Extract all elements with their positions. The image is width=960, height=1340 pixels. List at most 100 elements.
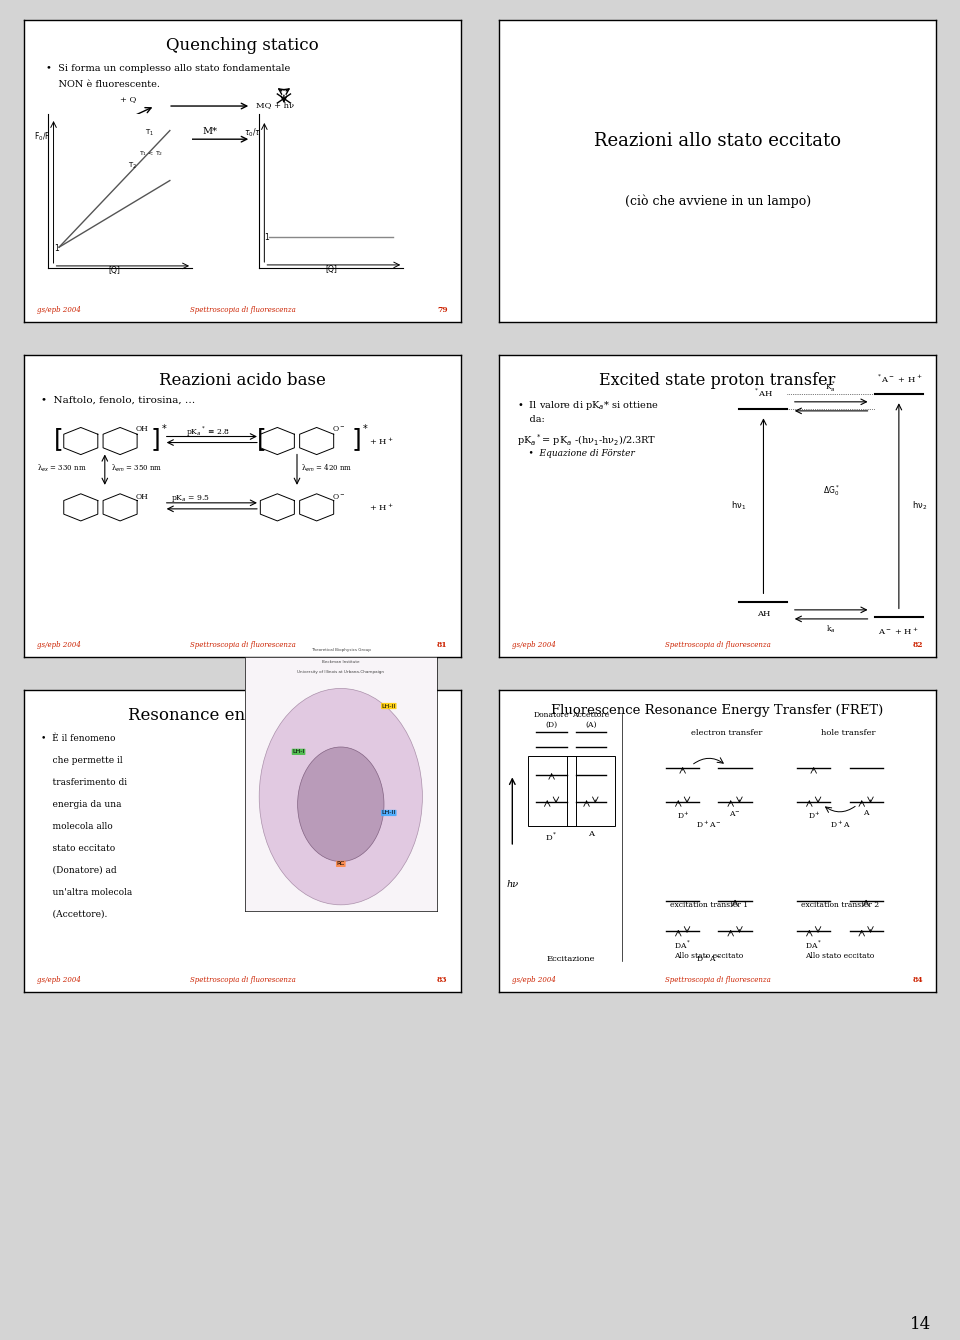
Text: Spettroscopia di fluorescenza: Spettroscopia di fluorescenza [189, 306, 296, 314]
Text: NON è fluorescente.: NON è fluorescente. [46, 80, 159, 90]
Text: (ciò che avviene in un lampo): (ciò che avviene in un lampo) [625, 194, 810, 208]
Text: D$^+$A$^-$: D$^+$A$^-$ [696, 819, 722, 829]
Text: trasferimento di: trasferimento di [41, 777, 128, 787]
Text: gs/epb 2004: gs/epb 2004 [37, 641, 81, 649]
Text: + hν: + hν [116, 141, 135, 149]
Text: stato eccitato: stato eccitato [41, 844, 116, 852]
Text: pK$_a$$^*$ ≡ 2.8: pK$_a$$^*$ ≡ 2.8 [185, 425, 229, 440]
Text: + H$^+$: + H$^+$ [369, 501, 394, 513]
Text: Beckman Institute: Beckman Institute [322, 661, 360, 665]
Text: LH-II: LH-II [382, 704, 396, 709]
Text: *: * [161, 423, 166, 434]
Text: T$_1$ < T$_2$: T$_1$ < T$_2$ [139, 150, 163, 158]
Text: D$^{+}$: D$^{+}$ [807, 809, 820, 821]
Text: che permette il: che permette il [41, 756, 123, 765]
Text: A: A [588, 831, 594, 839]
Text: ]: ] [150, 427, 160, 452]
Text: Reazioni acido base: Reazioni acido base [159, 371, 325, 389]
Text: $\tau_0/\tau$: $\tau_0/\tau$ [244, 126, 261, 139]
Text: A$^{-}$: A$^{-}$ [730, 809, 741, 819]
Text: Resonance energy transfer: Resonance energy transfer [129, 706, 356, 724]
Text: hν$_2$: hν$_2$ [912, 500, 927, 512]
Text: hole transfer: hole transfer [822, 729, 876, 737]
Text: OH: OH [135, 425, 148, 433]
Text: ΔG$_0^*$: ΔG$_0^*$ [823, 484, 840, 498]
Text: electron transfer: electron transfer [690, 729, 762, 737]
Ellipse shape [298, 746, 384, 862]
Text: DA$^*$: DA$^*$ [805, 939, 823, 951]
Text: un'altra molecola: un'altra molecola [41, 888, 132, 896]
Text: 81: 81 [437, 641, 447, 649]
Text: [Q]: [Q] [108, 265, 120, 275]
Text: + Q: + Q [120, 95, 136, 103]
Text: D$^+$A: D$^+$A [829, 819, 851, 829]
Text: 83: 83 [437, 976, 447, 984]
Text: •  Equazione di Förster: • Equazione di Förster [516, 449, 635, 457]
Text: λ$_{em}$ = 350 nm: λ$_{em}$ = 350 nm [111, 462, 163, 474]
Text: Spettroscopia di fluorescenza: Spettroscopia di fluorescenza [189, 976, 296, 984]
Text: University of Illinois at Urbana-Champaign: University of Illinois at Urbana-Champai… [298, 670, 384, 674]
Text: O$^-$: O$^-$ [332, 492, 346, 501]
Text: Quenching statico: Quenching statico [166, 36, 319, 54]
Text: k$_a$: k$_a$ [827, 623, 836, 635]
Text: Reazioni allo stato eccitato: Reazioni allo stato eccitato [594, 131, 841, 150]
Text: 1: 1 [55, 244, 60, 252]
Text: T$_1$: T$_1$ [146, 127, 155, 138]
Text: DA$^*$: DA$^*$ [674, 939, 691, 951]
Text: Excited state proton transfer: Excited state proton transfer [599, 371, 836, 389]
Text: M: M [106, 119, 116, 129]
Text: •  È il fenomeno: • È il fenomeno [41, 734, 116, 742]
Text: MQ + hν: MQ + hν [255, 100, 294, 109]
Text: LH-II: LH-II [382, 811, 396, 816]
Text: 1: 1 [264, 233, 269, 241]
Text: *: * [363, 423, 368, 434]
Text: hν$_1$: hν$_1$ [731, 500, 746, 512]
Text: ]: ] [351, 427, 361, 452]
Text: 82: 82 [912, 641, 923, 649]
Text: Spettroscopia di fluorescenza: Spettroscopia di fluorescenza [664, 976, 771, 984]
Text: M + hν’: M + hν’ [325, 134, 359, 142]
Text: T$_2$: T$_2$ [128, 161, 137, 172]
Text: gs/epb 2004: gs/epb 2004 [513, 976, 556, 984]
Text: K$_a^*$: K$_a^*$ [826, 379, 837, 394]
Text: gs/epb 2004: gs/epb 2004 [513, 641, 556, 649]
Text: RC: RC [337, 862, 345, 867]
Text: Eccitazione: Eccitazione [547, 955, 595, 963]
Text: Allo stato eccitato: Allo stato eccitato [805, 953, 875, 961]
Text: F$_0$/F: F$_0$/F [34, 130, 50, 143]
Ellipse shape [259, 689, 422, 904]
Text: gs/epb 2004: gs/epb 2004 [37, 306, 81, 314]
Text: hν: hν [506, 880, 518, 888]
Text: (Donatore) ad: (Donatore) ad [41, 866, 117, 875]
Text: [Q]: [Q] [325, 265, 337, 273]
Text: D$^+$A$^-$: D$^+$A$^-$ [696, 953, 722, 963]
Text: pK$_a$$^*$= pK$_a$ -(hν$_1$-hν$_2$)/2.3RT: pK$_a$$^*$= pK$_a$ -(hν$_1$-hν$_2$)/2.3R… [516, 431, 656, 448]
Text: (Accettore).: (Accettore). [41, 910, 108, 919]
Text: λ$_{ex}$ = 330 nm: λ$_{ex}$ = 330 nm [37, 462, 86, 474]
Text: •  Si forma un complesso allo stato fondamentale: • Si forma un complesso allo stato fonda… [46, 64, 290, 72]
Text: OH: OH [135, 493, 148, 501]
Text: 14: 14 [910, 1316, 931, 1333]
Text: Spettroscopia di fluorescenza: Spettroscopia di fluorescenza [189, 641, 296, 649]
Text: A: A [863, 809, 869, 817]
Text: Allo stato eccitato: Allo stato eccitato [674, 953, 743, 961]
Text: A$^-$ + H$^+$: A$^-$ + H$^+$ [878, 624, 920, 636]
Text: pK$_a$ = 9.5: pK$_a$ = 9.5 [171, 493, 209, 504]
Text: 79: 79 [437, 306, 447, 314]
Text: Fluorescence Resonance Energy Transfer (FRET): Fluorescence Resonance Energy Transfer (… [551, 704, 884, 717]
Text: $^*$AH: $^*$AH [754, 386, 774, 399]
Text: [: [ [257, 427, 267, 452]
Text: excitation transfer 1: excitation transfer 1 [670, 902, 748, 909]
Text: •  Il valore di pK$_a$* si ottiene: • Il valore di pK$_a$* si ottiene [516, 399, 659, 411]
Text: energia da una: energia da una [41, 800, 122, 809]
Text: LH-I: LH-I [293, 749, 304, 754]
Text: Donatore
(D): Donatore (D) [534, 712, 569, 729]
Text: + H$^+$: + H$^+$ [369, 436, 394, 446]
Text: molecola allo: molecola allo [41, 821, 113, 831]
Text: AH: AH [756, 610, 770, 618]
Text: Spettroscopia di fluorescenza: Spettroscopia di fluorescenza [664, 641, 771, 649]
Text: D$^{+}$: D$^{+}$ [677, 809, 688, 821]
Text: Theoretical Biophysics Group: Theoretical Biophysics Group [311, 647, 371, 651]
Text: excitation transfer 2: excitation transfer 2 [801, 902, 879, 909]
Text: Accettore
(A): Accettore (A) [572, 712, 610, 729]
